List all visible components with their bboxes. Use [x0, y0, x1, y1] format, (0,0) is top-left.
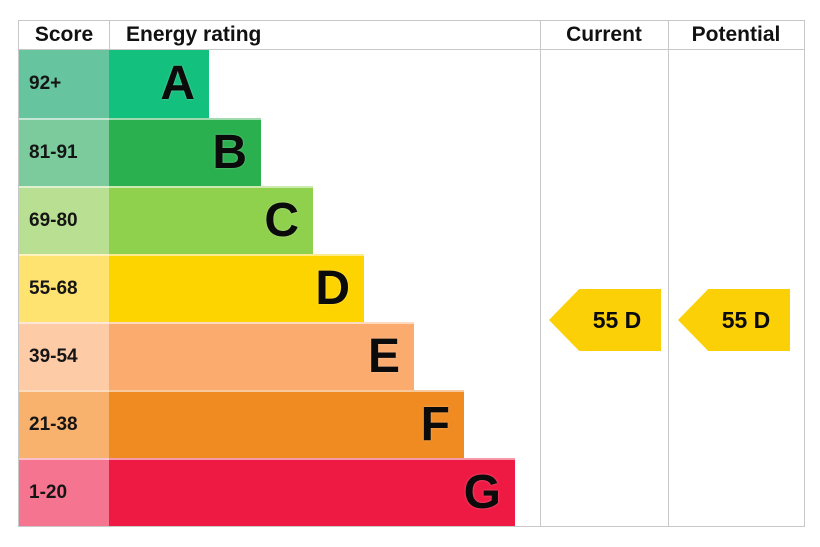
header-potential: Potential: [691, 23, 781, 46]
band-bar-c: C: [109, 186, 313, 254]
band-bar-e: E: [109, 322, 414, 390]
band-bar-b: B: [109, 118, 261, 186]
band-letter-f: F: [420, 398, 450, 451]
band-score-range-f: 21-38: [19, 390, 109, 458]
chart-body: 92+ A 81-91 B 69-80 C 55-68 D 39-54 E 21-38 F 1-20 G: [19, 50, 804, 526]
band-score-range-b: 81-91: [19, 118, 109, 186]
potential-rating-label: 55 D: [721, 306, 771, 333]
header-score: Score: [34, 23, 94, 46]
band-score-range-e: 39-54: [19, 322, 109, 390]
band-row-f: 21-38 F: [19, 390, 804, 458]
band-letter-e: E: [367, 330, 400, 383]
band-row-g: 1-20 G: [19, 458, 804, 526]
score-column-divider: [109, 21, 110, 50]
current-column-divider: [540, 21, 541, 526]
band-letter-g: G: [463, 466, 501, 519]
potential-column-divider: [668, 21, 669, 526]
band-letter-d: D: [315, 262, 350, 315]
band-bar-a: A: [109, 50, 209, 118]
band-letter-b: B: [212, 126, 247, 179]
epc-chart: Score Energy rating Current Potential 92…: [18, 20, 805, 527]
band-letter-a: A: [160, 57, 195, 110]
band-row-c: 69-80 C: [19, 186, 804, 254]
band-row-a: 92+ A: [19, 50, 804, 118]
chart-header: Score Energy rating Current Potential: [19, 21, 804, 50]
band-row-b: 81-91 B: [19, 118, 804, 186]
band-bar-g: G: [109, 458, 515, 526]
band-letter-c: C: [264, 194, 299, 247]
band-score-range-a: 92+: [19, 50, 109, 118]
band-score-range-g: 1-20: [19, 458, 109, 526]
header-current: Current: [566, 23, 642, 46]
band-score-range-d: 55-68: [19, 254, 109, 322]
band-bar-f: F: [109, 390, 464, 458]
band-row-e: 39-54 E: [19, 322, 804, 390]
band-score-range-c: 69-80: [19, 186, 109, 254]
current-rating-label: 55 D: [592, 306, 642, 333]
band-row-d: 55-68 D: [19, 254, 804, 322]
band-bar-d: D: [109, 254, 364, 322]
header-energy-rating: Energy rating: [126, 23, 262, 46]
